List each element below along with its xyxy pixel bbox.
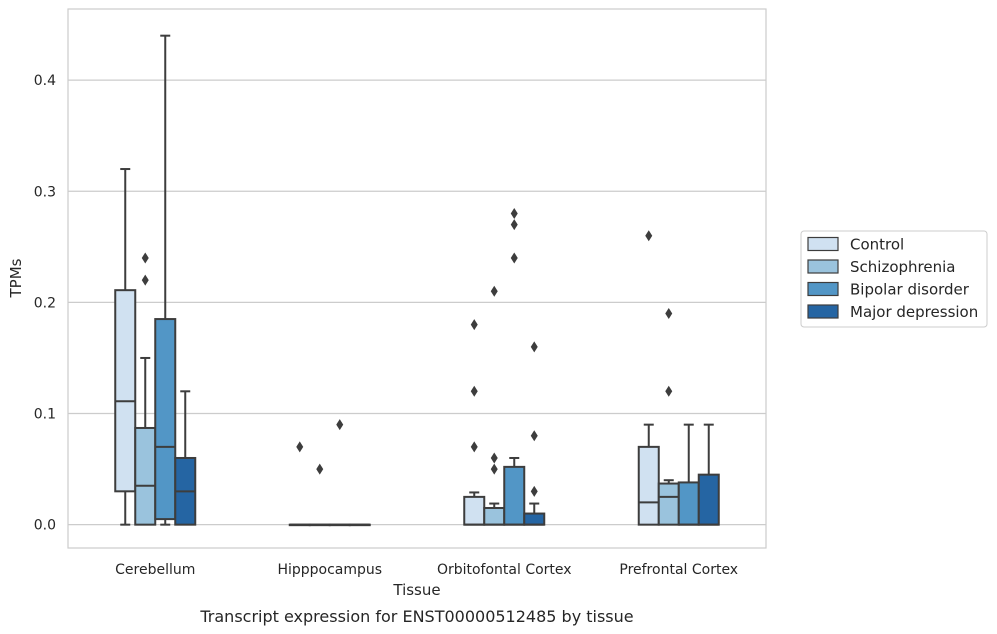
box-body [483, 506, 506, 526]
y-tick-label: 0.3 [34, 184, 56, 200]
box-body [523, 512, 546, 526]
box [308, 463, 331, 527]
legend-label: Bipolar disorder [850, 281, 970, 299]
outlier-point [530, 430, 538, 442]
box-body [503, 465, 526, 526]
outlier-point [470, 319, 478, 331]
box [483, 285, 506, 526]
outlier-point [490, 452, 498, 464]
y-tick-label: 0.4 [34, 73, 56, 89]
box [697, 423, 720, 526]
box [154, 34, 177, 526]
box-body [677, 481, 700, 526]
legend-label: Schizophrenia [850, 258, 955, 276]
y-tick-label: 0.0 [34, 518, 56, 534]
box-body [657, 482, 680, 526]
outlier-point [530, 341, 538, 353]
outlier-point [336, 419, 344, 431]
box-body [114, 289, 137, 493]
box [114, 168, 137, 526]
legend-swatch [807, 259, 839, 274]
outlier-point [470, 385, 478, 397]
y-tick-label: 0.2 [34, 295, 56, 311]
outlier-point [490, 463, 498, 475]
box [463, 319, 486, 526]
category-group [114, 34, 197, 526]
box [523, 341, 546, 526]
outlier-point [665, 385, 673, 397]
x-tick-label: Cerebellum [115, 562, 195, 578]
box [328, 419, 351, 527]
box-body [637, 445, 660, 526]
legend-item: Major depression [807, 303, 978, 321]
box [288, 441, 311, 527]
box [503, 207, 526, 526]
x-tick-label: Prefrontal Cortex [619, 562, 738, 578]
box [134, 252, 157, 526]
box [174, 390, 197, 526]
x-axis-label: Tissue [392, 581, 440, 599]
box [677, 423, 700, 526]
outlier-point [645, 230, 653, 242]
outlier-point [141, 274, 149, 286]
box [348, 523, 371, 527]
category-group [637, 230, 720, 526]
legend-item: Schizophrenia [807, 258, 955, 276]
legend: Control Schizophrenia Bipolar disorder Majo… [800, 230, 988, 328]
outlier-point [510, 207, 518, 219]
y-tick-label: 0.1 [34, 407, 56, 423]
box-body [134, 426, 157, 526]
category-group [463, 207, 546, 526]
box-groups [114, 34, 720, 527]
outlier-point [470, 441, 478, 453]
x-tick-label: Orbitofontal Cortex [437, 562, 572, 578]
legend-item: Bipolar disorder [807, 281, 970, 299]
outlier-point [510, 252, 518, 264]
legend-swatch [807, 281, 839, 297]
plot-frame [67, 8, 767, 549]
outlier-point [510, 219, 518, 231]
outlier-point [316, 463, 324, 475]
legend-label: Major depression [850, 303, 978, 321]
outlier-point [141, 252, 149, 264]
outlier-point [665, 308, 673, 320]
box [657, 308, 680, 526]
box-body [154, 318, 177, 521]
y-tick-labels: 0.0 0.1 0.2 0.3 0.4 [34, 73, 56, 534]
category-group [288, 419, 371, 527]
box-body [697, 473, 720, 526]
legend-swatch [807, 304, 839, 319]
outlier-point [490, 285, 498, 297]
outlier-point [296, 441, 304, 453]
legend-item: Control [807, 236, 904, 254]
legend-label: Control [850, 236, 904, 254]
outlier-point [530, 485, 538, 497]
legend-frame [800, 230, 988, 328]
box-body [463, 495, 486, 526]
x-tick-labels: Cerebellum Hipppocampus Orbitofontal Corte… [115, 562, 738, 578]
x-tick-label: Hipppocampus [277, 562, 382, 578]
chart-caption: Transcript expression for ENST0000051248… [199, 607, 633, 626]
legend-swatch [807, 236, 839, 252]
y-axis-label: TPMs [7, 258, 25, 298]
box [637, 230, 660, 526]
